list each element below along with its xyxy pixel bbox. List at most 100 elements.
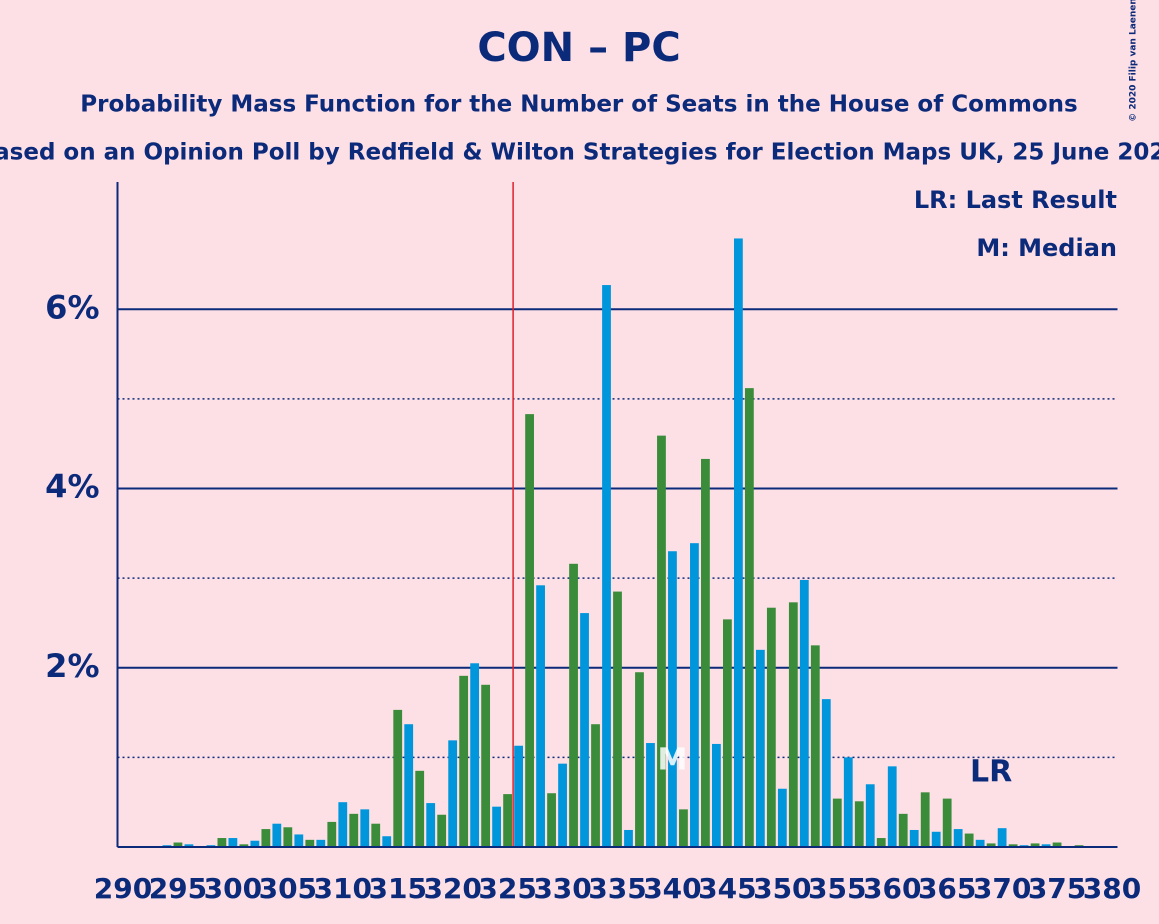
x-tick-label: 365 xyxy=(918,872,976,905)
x-tick-label: 350 xyxy=(753,872,811,905)
x-tick-label: 305 xyxy=(259,872,317,905)
bar xyxy=(426,803,436,847)
bar xyxy=(272,823,282,847)
chart-title: CON – PC xyxy=(477,25,680,71)
bar xyxy=(580,613,589,847)
bar xyxy=(821,699,831,847)
subtitle: Probability Mass Function for the Number… xyxy=(80,92,1077,118)
bar xyxy=(382,836,392,847)
last-result-marker: LR xyxy=(970,755,1012,790)
x-tick-label: 335 xyxy=(588,872,646,905)
bar xyxy=(712,743,721,847)
x-tick-label: 325 xyxy=(478,872,536,905)
bar xyxy=(569,563,578,847)
bar xyxy=(854,801,864,847)
x-tick-label: 315 xyxy=(368,872,426,905)
bar xyxy=(646,743,655,847)
bar xyxy=(613,591,622,847)
bar xyxy=(338,802,348,847)
bar xyxy=(1008,844,1018,847)
legend-item: LR: Last Result xyxy=(914,186,1117,214)
bar xyxy=(316,839,326,847)
x-tick-label: 380 xyxy=(1083,872,1141,905)
bar xyxy=(305,839,315,847)
bar xyxy=(975,839,985,847)
bar xyxy=(558,763,567,847)
x-tick-label: 375 xyxy=(1028,872,1086,905)
x-tick-label: 300 xyxy=(204,872,262,905)
bar xyxy=(722,619,732,847)
bar xyxy=(547,793,556,847)
bar xyxy=(744,388,754,847)
bar xyxy=(591,724,600,847)
bar xyxy=(239,844,249,847)
x-tick-label: 330 xyxy=(533,872,591,905)
bar xyxy=(602,285,611,847)
bar xyxy=(448,740,458,847)
bar xyxy=(327,821,337,847)
x-tick-label: 290 xyxy=(94,872,152,905)
bar xyxy=(393,709,403,847)
bar xyxy=(1052,842,1062,847)
bar xyxy=(261,829,271,847)
bar xyxy=(217,838,227,847)
bar xyxy=(470,663,480,847)
bar xyxy=(525,414,534,847)
bar xyxy=(733,238,743,847)
bar xyxy=(931,831,941,847)
bar xyxy=(986,843,996,847)
bar xyxy=(843,757,853,847)
x-tick-label: 360 xyxy=(863,872,921,905)
bar xyxy=(184,844,194,847)
y-tick-label: 2% xyxy=(45,647,99,685)
bar xyxy=(755,649,765,847)
bar xyxy=(503,794,513,847)
bar xyxy=(701,458,710,847)
bar xyxy=(690,543,699,847)
bar xyxy=(349,813,359,847)
bar xyxy=(810,645,820,847)
x-tick-label: 355 xyxy=(808,872,866,905)
bar xyxy=(294,834,304,847)
bar xyxy=(404,724,414,847)
bar xyxy=(481,684,491,847)
bar xyxy=(437,814,447,847)
x-tick-label: 370 xyxy=(973,872,1031,905)
copyright: © 2020 Filip van Laenen xyxy=(1129,0,1139,122)
bar xyxy=(964,833,974,847)
bar xyxy=(228,838,238,847)
bar xyxy=(514,745,523,847)
bar xyxy=(876,838,886,847)
bar xyxy=(250,840,260,847)
legend-item: M: Median xyxy=(976,234,1117,262)
x-tick-label: 340 xyxy=(643,872,701,905)
bar xyxy=(777,788,787,847)
bar xyxy=(624,829,633,847)
bar xyxy=(668,551,677,847)
x-tick-label: 295 xyxy=(149,872,207,905)
subtitle: Based on an Opinion Poll by Redfield & W… xyxy=(0,140,1159,166)
bar xyxy=(997,828,1007,847)
bar xyxy=(898,813,908,847)
bar xyxy=(1030,843,1040,847)
bar xyxy=(832,798,842,847)
bar xyxy=(920,792,930,847)
bar xyxy=(536,585,545,847)
y-tick-label: 6% xyxy=(45,288,99,326)
bar xyxy=(173,842,183,847)
median-marker: M xyxy=(658,743,688,778)
bar xyxy=(459,675,469,847)
bar xyxy=(371,823,381,847)
bar xyxy=(865,784,875,847)
x-tick-label: 320 xyxy=(423,872,481,905)
bar xyxy=(635,672,644,847)
bar xyxy=(657,435,666,847)
bar xyxy=(492,806,502,847)
bar xyxy=(679,809,688,847)
bar xyxy=(283,827,293,847)
bar xyxy=(360,809,370,847)
x-tick-label: 345 xyxy=(698,872,756,905)
bar xyxy=(953,829,963,847)
